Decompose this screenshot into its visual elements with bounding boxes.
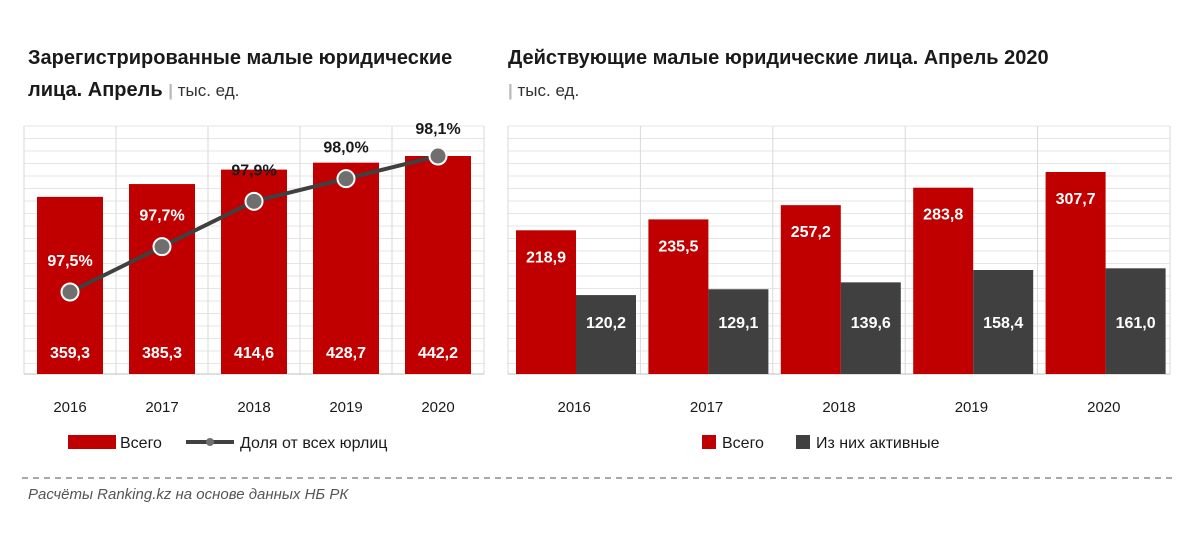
left-bar-total-2020 — [405, 156, 471, 374]
share-label-2018: 97,9% — [231, 162, 276, 179]
share-label-2019: 98,0% — [323, 140, 368, 157]
right-bar-active-2017 — [708, 289, 769, 374]
right-total-label-2019: 283,8 — [923, 207, 963, 224]
right-active-label-2017: 129,1 — [718, 315, 758, 332]
right-total-label-2020: 307,7 — [1056, 191, 1096, 208]
right-bar-total-2016 — [516, 230, 576, 374]
right-bar-active-2019 — [973, 270, 1034, 374]
left-bar-label-2019: 428,7 — [326, 345, 366, 362]
left-x-tick-2018: 2018 — [237, 399, 270, 416]
right-chart-title: Действующие малые юридические лица. Апре… — [508, 42, 1188, 107]
right-legend-total-label: Всего — [722, 435, 764, 452]
left-chart-title-text: Зарегистрированные малые юридические лиц… — [28, 47, 453, 101]
left-legend-share-marker — [206, 438, 214, 446]
right-legend-active-label: Из них активные — [816, 435, 940, 452]
source-note: Расчёты Ranking.kz на основе данных НБ Р… — [28, 486, 349, 503]
share-point-2017 — [152, 237, 172, 257]
right-chart-unit: | тыс. ед. — [508, 81, 580, 100]
right-total-label-2017: 235,5 — [658, 238, 698, 255]
right-bar-total-2017 — [648, 219, 709, 374]
right-bar-active-2020 — [1105, 268, 1166, 374]
left-x-tick-2019: 2019 — [329, 399, 362, 416]
share-point-2020 — [428, 146, 448, 166]
right-active-label-2016: 120,2 — [586, 315, 626, 332]
right-active-label-2019: 158,4 — [983, 315, 1023, 332]
right-x-tick-2020: 2020 — [1087, 399, 1120, 416]
right-bar-total-2018 — [780, 205, 841, 374]
left-chart-unit-text: тыс. ед. — [177, 81, 240, 100]
share-point-2016 — [60, 282, 80, 302]
right-total-label-2016: 218,9 — [526, 249, 566, 266]
right-x-tick-2017: 2017 — [690, 399, 723, 416]
left-bar-label-2017: 385,3 — [142, 345, 182, 362]
left-bar-label-2020: 442,2 — [418, 345, 458, 362]
right-active-label-2018: 139,6 — [851, 315, 891, 332]
left-bar-total-2017 — [129, 184, 195, 374]
right-legend-total-swatch — [702, 435, 716, 449]
left-x-tick-2017: 2017 — [145, 399, 178, 416]
right-bar-active-2018 — [840, 282, 901, 374]
right-bar-total-2019 — [913, 187, 974, 374]
right-x-tick-2016: 2016 — [558, 399, 591, 416]
left-chart-unit: | тыс. ед. — [168, 81, 240, 100]
right-legend-active-swatch — [796, 435, 810, 449]
right-total-label-2018: 257,2 — [791, 224, 831, 241]
share-label-2016: 97,5% — [47, 253, 92, 270]
share-point-2018 — [244, 191, 264, 211]
left-bar-total-2019 — [313, 162, 379, 374]
right-bar-total-2020 — [1045, 172, 1106, 374]
right-chart-title-text: Действующие малые юридические лица. Апре… — [508, 47, 1049, 69]
left-chart-title: Зарегистрированные малые юридические лиц… — [28, 42, 488, 107]
right-x-tick-2019: 2019 — [955, 399, 988, 416]
share-label-2017: 97,7% — [139, 208, 184, 225]
left-x-tick-2020: 2020 — [421, 399, 454, 416]
left-bar-label-2018: 414,6 — [234, 345, 274, 362]
left-bar-label-2016: 359,3 — [50, 345, 90, 362]
right-x-tick-2018: 2018 — [822, 399, 855, 416]
right-active-label-2020: 161,0 — [1116, 315, 1156, 332]
share-label-2020: 98,1% — [415, 121, 460, 138]
share-point-2019 — [336, 169, 356, 189]
right-bar-active-2016 — [576, 295, 636, 374]
left-legend-share-label: Доля от всех юрлиц — [240, 435, 387, 452]
left-x-tick-2016: 2016 — [53, 399, 86, 416]
right-chart-unit-text: тыс. ед. — [517, 81, 580, 100]
left-legend-total-swatch — [68, 435, 116, 449]
left-legend-total-label: Всего — [120, 435, 162, 452]
